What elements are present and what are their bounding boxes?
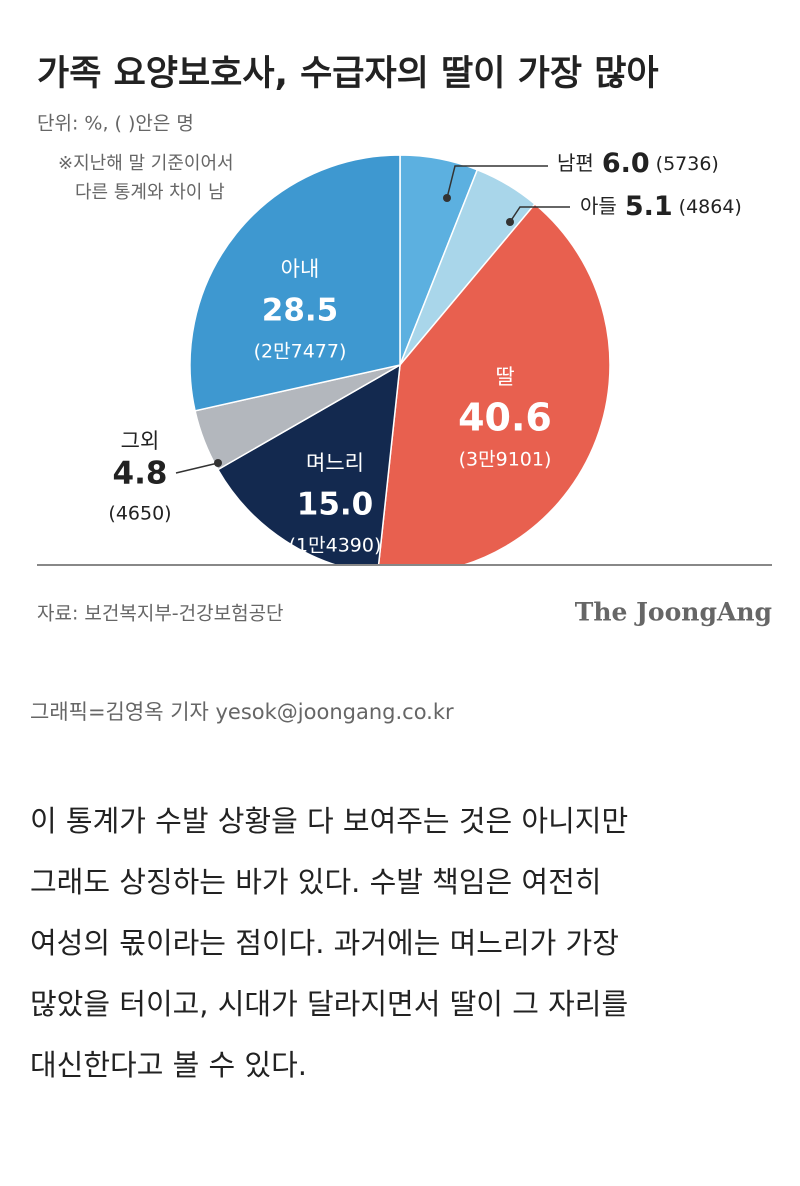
note: ※지난해 말 기준이어서 — [58, 153, 234, 174]
brand: The JoongAng — [575, 598, 772, 627]
leader-line — [509, 206, 570, 223]
slice-value: 28.5 — [262, 293, 339, 329]
slice-label-part: (5736) — [656, 153, 719, 175]
chart-title: 가족 요양보호사, 수급자의 딸이 가장 많아 — [37, 54, 659, 94]
credit: 그래픽=김영옥 기자 yesok@joongang.co.kr — [30, 700, 454, 724]
leader-line — [175, 462, 219, 474]
body-line: 여성의 몫이라는 점이다. 과거에는 며느리가 가장 — [30, 926, 619, 960]
body-line: 이 통계가 수발 상황을 다 보여주는 것은 아니지만 — [30, 804, 628, 838]
slice-count: (1만4390) — [289, 535, 382, 557]
leader-dot — [214, 459, 222, 467]
pie-slice — [216, 363, 401, 565]
source: 자료: 보건복지부-건강보험공단 — [37, 603, 284, 625]
slice-label-part: 남편 — [557, 151, 594, 175]
slice-name: 며느리 — [306, 451, 364, 475]
slice-value: 40.6 — [458, 396, 552, 440]
slice-count: (2만7477) — [254, 341, 347, 363]
pie-slice — [189, 154, 401, 412]
slice-count: (3만9101) — [459, 449, 552, 471]
body-line: 대신한다고 볼 수 있다. — [30, 1048, 307, 1082]
leader-dot — [506, 218, 514, 226]
slice-label: 남편 6.0 (5736) — [557, 148, 719, 179]
slice-label-part: 6.0 — [602, 148, 650, 179]
slice-label-part: 5.1 — [625, 191, 673, 222]
slice-count: (4650) — [108, 503, 171, 525]
pie — [189, 154, 611, 565]
slice-name: 아내 — [281, 257, 320, 281]
slice-value: 15.0 — [297, 487, 374, 523]
slice-label-part: 아들 — [580, 194, 617, 218]
slice-value: 4.8 — [113, 456, 168, 492]
body-line: 많았을 터이고, 시대가 달라지면서 딸이 그 자리를 — [30, 987, 628, 1021]
pie-labels: 남편 6.0 (5736) 아들 5.1 (4864) 딸 40.6 (3만9101) 며느리 15… — [108, 148, 741, 557]
note: 다른 통계와 차이 남 — [75, 182, 225, 203]
leader-dot — [443, 194, 451, 202]
slice-label-part: (4864) — [679, 196, 742, 218]
slice-label: 아들 5.1 (4864) — [580, 191, 742, 222]
subtitle: 단위: %, ( )안은 명 — [37, 113, 194, 135]
body-line: 그래도 상징하는 바가 있다. 수발 책임은 여전히 — [30, 865, 601, 899]
leader-line — [446, 165, 548, 199]
slice-name: 딸 — [495, 365, 514, 389]
slice-name: 그외 — [121, 429, 160, 453]
pie-slice — [377, 202, 611, 565]
